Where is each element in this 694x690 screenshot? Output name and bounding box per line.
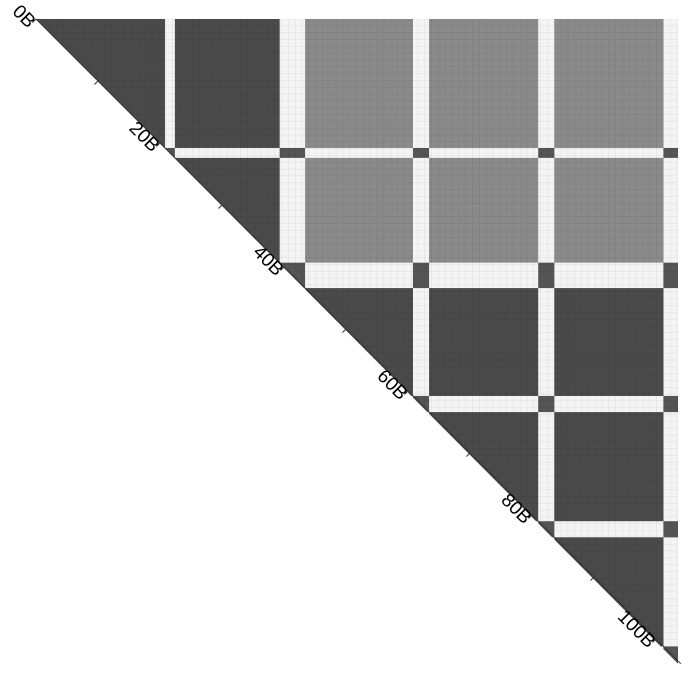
- gap-intersection-cell: [663, 148, 680, 158]
- tick-label-0b: 0B: [8, 1, 39, 32]
- gap-intersection-cell: [280, 646, 305, 663]
- heatmap-block: [305, 412, 413, 521]
- axis-tick: [218, 205, 222, 209]
- gap-intersection-cell: [663, 263, 680, 288]
- gap-intersection-cell: [280, 521, 305, 537]
- heatmap-block: [36, 412, 165, 521]
- gap-intersection-cell: [165, 396, 175, 412]
- heatmap-block: [36, 288, 165, 396]
- gap-intersection-cell: [538, 646, 554, 663]
- heatmap-block: [36, 537, 165, 646]
- gap-intersection-cell: [165, 263, 175, 288]
- heatmap-block: [175, 288, 280, 396]
- heatmap-block: [175, 412, 280, 521]
- heatmap-block: [305, 19, 413, 148]
- heatmap-block: [36, 158, 165, 263]
- heatmap-block: [175, 537, 280, 646]
- gap-intersection-cell: [413, 646, 429, 663]
- axis-tick: [466, 453, 470, 457]
- gap-intersection-cell: [413, 148, 429, 158]
- gap-intersection-cell: [280, 396, 305, 412]
- heatmap-block: [429, 537, 538, 646]
- heatmap-block: [175, 19, 280, 148]
- gap-intersection-cell: [663, 396, 680, 412]
- heatmap-block: [305, 537, 413, 646]
- axis-tick: [342, 329, 346, 333]
- gap-intersection-cell: [280, 148, 305, 158]
- axis-tick: [94, 81, 98, 85]
- gap-intersection-cell: [165, 521, 175, 537]
- gap-intersection-cell: [413, 521, 429, 537]
- gap-intersection-cell: [165, 646, 175, 663]
- gap-intersection-cell: [413, 263, 429, 288]
- heatmap-block: [305, 158, 413, 263]
